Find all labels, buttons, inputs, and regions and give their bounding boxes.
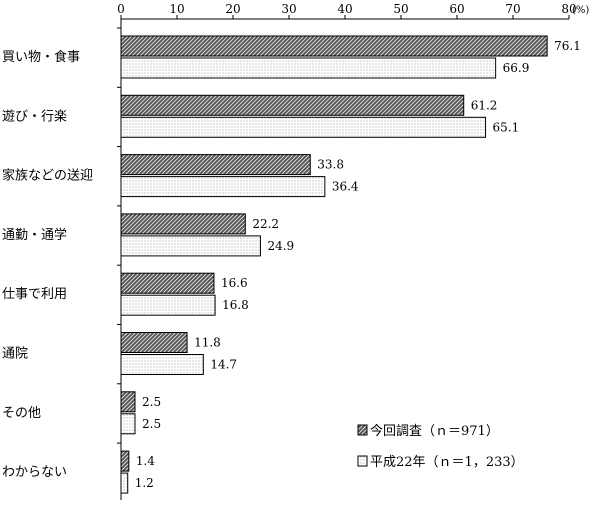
category-label: 通勤・通学 [2,227,67,243]
bar-h22 [120,413,136,435]
legend-swatch-h22 [357,455,368,467]
x-tick-label: 50 [393,2,408,16]
value-label-current: 22.2 [252,217,279,231]
legend-label-current: 今回調査（ｎ＝971） [370,423,499,439]
bar-current [120,332,188,353]
value-label-current: 33.8 [317,158,344,172]
category-label: わからない [2,465,67,480]
value-label-current: 11.8 [194,336,221,350]
bar-h22 [120,57,497,79]
x-tick-label: 70 [505,2,520,16]
bar-h22 [120,472,129,494]
bars [120,35,548,494]
bar-h22 [120,235,261,257]
value-label-current: 76.1 [554,39,581,53]
unit-label: (%) [572,5,589,16]
legend-label-h22: 平成22年（ｎ＝1，233） [370,455,524,470]
x-tick-label: 40 [337,2,352,16]
value-labels: 76.1 66.9 61.2 65.1 33.8 36.4 22.2 24.9 16.6 16.8… [135,39,581,490]
category-label: 仕事で利用 [2,287,67,302]
legend-swatch-current [357,424,368,436]
bar-h22 [120,294,216,316]
bar-current [120,35,548,57]
value-label-h22: 14.7 [210,358,237,372]
value-label-current: 2.5 [142,395,161,409]
category-label: 遊び・行楽 [2,108,67,124]
category-label: その他 [2,406,41,421]
bar-current [120,272,215,294]
x-tick-label: 60 [449,2,464,16]
value-label-h22: 1.2 [135,476,154,490]
value-label-h22: 36.4 [332,180,359,194]
bar-current [120,450,130,472]
x-tick-label: 0 [117,2,125,16]
category-label: 家族などの送迎 [2,168,93,184]
axis: 0 10 20 30 40 50 60 70 80 [117,2,577,500]
bar-h22 [120,116,487,138]
value-label-h22: 65.1 [493,120,520,134]
bar-h22 [120,354,204,375]
value-label-h22: 66.9 [503,61,530,75]
legend: 今回調査（ｎ＝971） 平成22年（ｎ＝1，233） [357,423,524,470]
value-label-h22: 24.9 [267,239,294,253]
bar-h22 [120,176,326,198]
value-label-current: 16.6 [221,276,248,290]
bar-current [120,213,246,235]
value-label-current: 61.2 [471,98,498,112]
value-label-h22: 2.5 [142,417,161,431]
category-label: 買い物・食事 [2,49,80,65]
bar-current [120,391,136,413]
bar-current [120,94,465,116]
x-tick-label: 80 [561,2,576,16]
x-tick-label: 30 [281,2,296,16]
x-tick-label: 20 [225,2,240,16]
category-label: 通院 [2,347,28,362]
value-label-current: 1.4 [136,454,155,468]
x-tick-label: 10 [169,2,184,16]
value-label-h22: 16.8 [222,298,249,312]
bar-current [120,154,311,176]
